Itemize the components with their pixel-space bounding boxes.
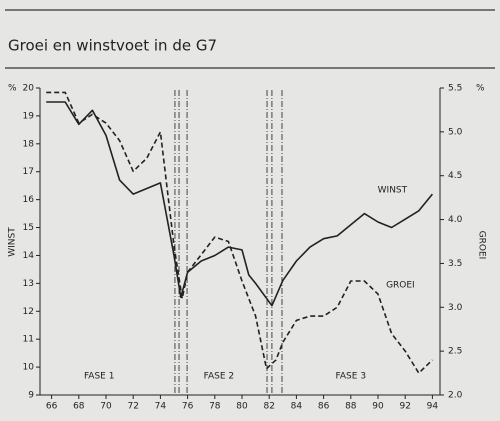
series-label: WINST bbox=[378, 186, 408, 196]
y-tick-label: 15 bbox=[23, 223, 34, 233]
y-tick-label: 17 bbox=[23, 167, 34, 177]
y-tick-label: 13 bbox=[23, 279, 34, 289]
x-tick-label: 70 bbox=[100, 402, 112, 412]
y2-tick-label: 4.5 bbox=[448, 171, 462, 181]
x-tick-label: 82 bbox=[263, 402, 274, 412]
phase-label: FASE 2 bbox=[204, 372, 235, 382]
x-tick-label: 76 bbox=[182, 402, 194, 412]
y-tick-label: 18 bbox=[23, 139, 35, 149]
x-tick-label: 86 bbox=[318, 402, 330, 412]
y2-tick-label: 4.0 bbox=[448, 215, 463, 225]
y-tick-label: 20 bbox=[23, 84, 35, 94]
x-tick-label: 94 bbox=[427, 402, 439, 412]
x-tick-label: 92 bbox=[399, 402, 410, 412]
x-tick-label: 66 bbox=[46, 402, 58, 412]
series-line bbox=[46, 101, 434, 307]
y-axis-label: WINST bbox=[8, 227, 18, 257]
x-tick-label: 74 bbox=[155, 402, 167, 412]
x-tick-label: 72 bbox=[127, 402, 138, 412]
y-tick-label: 11 bbox=[23, 335, 34, 345]
y-tick-label: 16 bbox=[23, 195, 35, 205]
y2-tick-label: 5.5 bbox=[448, 84, 462, 94]
x-tick-label: 90 bbox=[372, 402, 384, 412]
x-tick-label: 68 bbox=[73, 402, 85, 412]
y-tick-label: 10 bbox=[23, 363, 35, 373]
y2-tick-label: 5.0 bbox=[448, 127, 463, 137]
phase-label: FASE 1 bbox=[84, 372, 115, 382]
y-tick-label: 12 bbox=[23, 307, 34, 317]
y-tick-label: 14 bbox=[23, 251, 35, 261]
x-tick-label: 88 bbox=[345, 402, 357, 412]
y2-tick-label: 2.5 bbox=[448, 347, 462, 357]
chart-title: Groei en winstvoet in de G7 bbox=[8, 37, 217, 55]
y2-tick-label: 3.0 bbox=[448, 303, 463, 313]
y2-unit: % bbox=[476, 84, 485, 94]
y2-axis-label: GROEI bbox=[477, 231, 487, 260]
y-tick-label: 19 bbox=[23, 111, 35, 121]
series-line bbox=[46, 91, 433, 374]
y2-tick-label: 3.5 bbox=[448, 259, 462, 269]
y-tick-label: 9 bbox=[28, 391, 34, 401]
y2-tick-label: 2.0 bbox=[448, 391, 463, 401]
y-unit: % bbox=[8, 84, 17, 94]
phase-label: FASE 3 bbox=[336, 372, 367, 382]
x-tick-label: 84 bbox=[291, 402, 303, 412]
series-label: GROEI bbox=[386, 281, 415, 291]
x-tick-label: 80 bbox=[236, 402, 248, 412]
x-tick-label: 78 bbox=[209, 402, 221, 412]
